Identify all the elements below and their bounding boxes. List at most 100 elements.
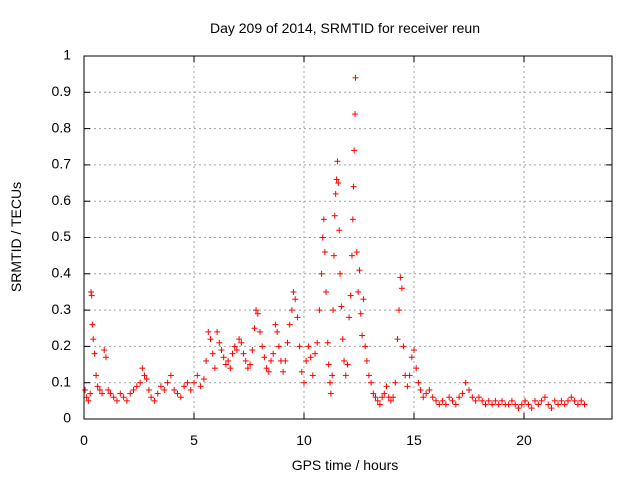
data-point (505, 401, 512, 408)
data-point (565, 397, 571, 404)
data-point (85, 397, 92, 404)
data-point (161, 386, 168, 393)
data-point (312, 350, 318, 357)
data-point (545, 401, 552, 408)
data-point (397, 274, 404, 281)
data-point (261, 354, 268, 361)
data-point (426, 386, 433, 393)
data-point (320, 216, 327, 223)
data-point (532, 397, 538, 404)
data-point (406, 372, 413, 379)
data-point (200, 376, 207, 383)
data-point (197, 383, 204, 390)
data-point (167, 372, 174, 379)
data-point (436, 401, 443, 408)
data-point (91, 350, 98, 357)
data-point (528, 405, 535, 412)
data-point (568, 394, 575, 401)
data-point (316, 307, 323, 314)
data-point (207, 336, 214, 343)
data-point (323, 288, 329, 295)
data-point (338, 303, 345, 310)
data-point (154, 390, 161, 397)
data-point (327, 390, 334, 397)
data-point (337, 270, 344, 277)
data-point (187, 386, 194, 393)
data-point (336, 227, 343, 234)
data-point (515, 405, 522, 412)
data-point (381, 390, 388, 397)
data-point (82, 386, 89, 393)
data-point (439, 397, 446, 404)
data-point (370, 390, 377, 397)
data-point (211, 365, 218, 372)
data-point (349, 216, 356, 223)
data-point (174, 390, 181, 397)
data-point (417, 386, 424, 393)
data-point (216, 339, 223, 346)
data-point (270, 350, 277, 357)
data-point (164, 379, 171, 386)
data-point (148, 394, 155, 401)
data-point (356, 267, 363, 274)
data-point (555, 401, 562, 408)
x-tick-label: 20 (516, 432, 532, 448)
data-point (472, 397, 479, 404)
data-point (408, 354, 415, 361)
data-point (222, 361, 229, 368)
grid-lines (83, 55, 612, 420)
data-point (346, 314, 353, 321)
y-tick-label: 0.7 (52, 156, 72, 172)
data-point (233, 347, 240, 354)
data-point (351, 147, 358, 154)
data-point (282, 357, 289, 364)
y-tick-label: 0.8 (52, 119, 72, 135)
data-point (383, 383, 390, 390)
data-point (365, 372, 372, 379)
data-point (359, 332, 366, 339)
data-point (229, 350, 236, 357)
data-point (334, 158, 341, 165)
data-point (495, 401, 502, 408)
x-tick-label: 15 (406, 432, 422, 448)
data-point (469, 394, 476, 401)
data-point (93, 372, 100, 379)
data-point (214, 328, 221, 335)
data-point (335, 180, 342, 187)
data-point (492, 397, 499, 404)
data-point (130, 386, 137, 393)
data-point (372, 394, 379, 401)
data-point (541, 394, 548, 401)
y-tick-label: 1 (63, 47, 71, 63)
data-point (242, 357, 249, 364)
data-point (107, 390, 114, 397)
data-point (387, 397, 394, 404)
data-point (333, 176, 340, 183)
data-point (423, 390, 430, 397)
data-point (301, 379, 307, 386)
y-tick-label: 0.5 (52, 228, 72, 244)
data-point (518, 401, 525, 408)
data-point (143, 376, 150, 383)
data-point (94, 383, 101, 390)
data-point (571, 397, 578, 404)
y-tick-label: 0.9 (52, 83, 72, 99)
data-point (442, 401, 449, 408)
data-point (137, 379, 144, 386)
y-tick-label: 0.2 (52, 337, 72, 353)
data-point (331, 212, 338, 219)
data-point (459, 390, 466, 397)
data-point (429, 394, 436, 401)
data-point (392, 379, 399, 386)
data-point (324, 339, 331, 346)
data-point (342, 372, 349, 379)
data-point (413, 365, 420, 372)
x-tick-label: 5 (190, 432, 198, 448)
data-point (244, 365, 251, 372)
data-point (522, 397, 529, 404)
data-point (290, 288, 297, 295)
data-point (303, 357, 310, 364)
data-point (288, 307, 295, 314)
